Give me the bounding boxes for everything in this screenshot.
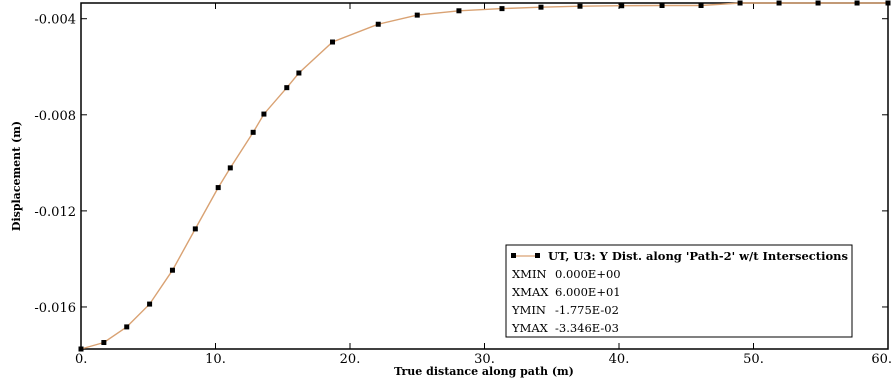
legend-ymax-value: -3.346E-03 bbox=[555, 321, 619, 335]
data-point bbox=[499, 6, 505, 12]
data-point bbox=[619, 3, 625, 9]
axes-layer: 0. 10. 20. 30. 40. 50. 60. -0.004 -0.008 -0.012 -0… bbox=[34, 3, 892, 367]
data-point bbox=[456, 8, 462, 14]
data-point bbox=[296, 70, 302, 76]
x-tick-label: 60. bbox=[871, 352, 892, 367]
x-tick-label: 10. bbox=[205, 352, 226, 367]
data-point bbox=[250, 129, 256, 135]
legend-ymin-value: -1.775E-02 bbox=[555, 303, 619, 317]
data-point bbox=[169, 267, 175, 273]
legend: UT, U3: Y Dist. along 'Path-2' w/t Inter… bbox=[505, 244, 853, 338]
x-tick-label: 50. bbox=[743, 352, 764, 367]
x-tick-label: 30. bbox=[474, 352, 495, 367]
legend-xmin-value: 0.000E+00 bbox=[555, 267, 621, 281]
data-point bbox=[854, 0, 860, 6]
y-tick-label: -0.004 bbox=[34, 13, 76, 28]
data-point bbox=[698, 2, 704, 8]
y-tick-label: -0.016 bbox=[34, 301, 76, 316]
data-point bbox=[577, 3, 583, 9]
data-point bbox=[375, 21, 381, 27]
data-point bbox=[192, 226, 198, 232]
data-point bbox=[261, 111, 267, 117]
data-point bbox=[124, 324, 130, 330]
legend-ymin-label: YMIN bbox=[511, 303, 546, 317]
legend-xmax-value: 6.000E+01 bbox=[555, 285, 621, 299]
data-point bbox=[215, 185, 221, 191]
x-tick-label: 20. bbox=[340, 352, 361, 367]
x-tick-label: 40. bbox=[609, 352, 630, 367]
data-point bbox=[538, 4, 544, 10]
data-point bbox=[330, 39, 336, 45]
legend-marker-left bbox=[511, 253, 516, 258]
data-point bbox=[737, 0, 743, 6]
data-point bbox=[885, 0, 891, 6]
x-axis-title: True distance along path (m) bbox=[394, 365, 574, 378]
data-point bbox=[815, 0, 821, 6]
data-point bbox=[227, 165, 233, 171]
legend-xmax-label: XMAX bbox=[512, 285, 549, 299]
x-tick-label: 0. bbox=[75, 352, 87, 367]
data-point bbox=[284, 85, 290, 91]
data-point bbox=[776, 0, 782, 6]
data-point bbox=[101, 340, 107, 346]
legend-box bbox=[505, 244, 853, 338]
y-tick-label: -0.012 bbox=[34, 205, 76, 220]
legend-ymax-label: YMAX bbox=[511, 321, 549, 335]
legend-marker-right bbox=[535, 253, 540, 258]
data-point bbox=[414, 12, 420, 18]
series-layer bbox=[78, 0, 891, 352]
y-axis-title: Displacement (m) bbox=[10, 121, 23, 231]
y-tick-label: -0.008 bbox=[34, 109, 76, 124]
data-point bbox=[147, 301, 153, 307]
data-point bbox=[78, 346, 84, 352]
data-point bbox=[659, 2, 665, 8]
legend-series-name: UT, U3: Y Dist. along 'Path-2' w/t Inter… bbox=[548, 249, 848, 263]
legend-xmin-label: XMIN bbox=[512, 267, 547, 281]
